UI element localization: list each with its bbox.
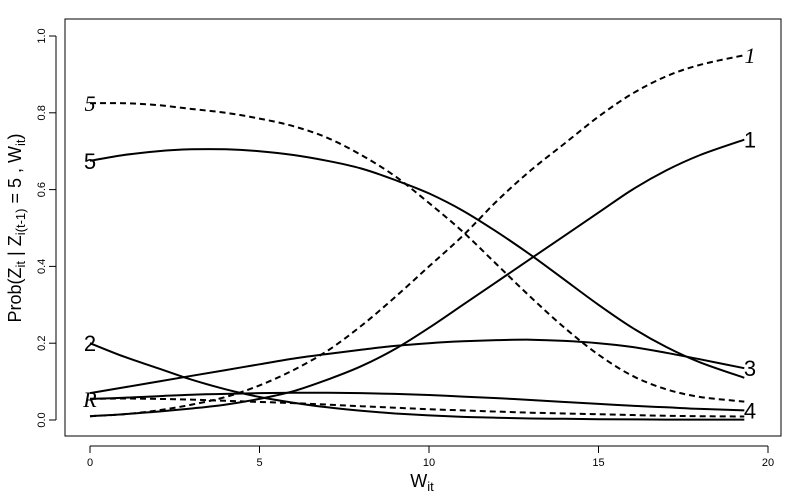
- x-tick-label: 5: [256, 457, 262, 469]
- series-line-solid-2: [89, 342, 745, 421]
- series-line-dashed-R: [89, 397, 745, 418]
- curve-label-start: 5: [84, 149, 96, 174]
- y-title-suffix: ): [5, 134, 25, 140]
- y-tick-label: 1.0: [36, 28, 48, 43]
- y-axis-title: Prob(Zit | Zi(t-1) = 5 , Wit): [5, 134, 28, 323]
- series-line-solid-4: [89, 391, 745, 412]
- series-line-solid-5: [89, 148, 745, 379]
- x-axis-title-main: W: [410, 471, 427, 491]
- series-line-solid-1: [89, 138, 745, 418]
- curve-label-start: R: [82, 387, 97, 412]
- y-tick-label: 0.2: [36, 336, 48, 351]
- x-tick-label: 15: [592, 457, 604, 469]
- y-title-mid2: = 5 , W: [5, 146, 25, 209]
- y-tick-label: 0.8: [36, 105, 48, 120]
- curve-label-start: 5: [85, 91, 96, 116]
- x-axis-title: Wit: [410, 471, 434, 494]
- y-title-sub2: i(t-1): [13, 209, 28, 236]
- y-title-prefix: Prob(Z: [5, 267, 25, 322]
- x-tick-label: 10: [423, 457, 435, 469]
- x-tick-label: 0: [87, 457, 93, 469]
- curve-label-end: 3: [744, 356, 756, 381]
- series-line-solid-3: [89, 338, 745, 395]
- curve-label-end: 1: [745, 43, 756, 68]
- y-tick-label: 0.6: [36, 182, 48, 197]
- curves: [89, 54, 745, 421]
- x-tick-label: 20: [762, 457, 774, 469]
- axes: 0 5 10 15 200.00.20.40.60.81.0: [36, 28, 774, 469]
- curve-labels: 1 2 3 4 5 1 5 R: [82, 43, 756, 423]
- y-tick-label: 0.0: [36, 412, 48, 427]
- y-title-mid: | Z: [5, 235, 25, 261]
- curve-label-start: 2: [84, 331, 96, 356]
- y-title-sub3: it: [13, 139, 28, 146]
- x-axis-title-sub: it: [427, 479, 434, 494]
- series-line-dashed-1: [89, 54, 745, 418]
- y-title-sub1: it: [13, 261, 28, 268]
- series-line-dashed-5: [89, 102, 745, 403]
- y-tick-label: 0.4: [36, 259, 48, 274]
- curve-label-end: 1: [744, 128, 756, 153]
- plot-frame: [64, 18, 782, 437]
- curve-label-end: 4: [744, 398, 756, 423]
